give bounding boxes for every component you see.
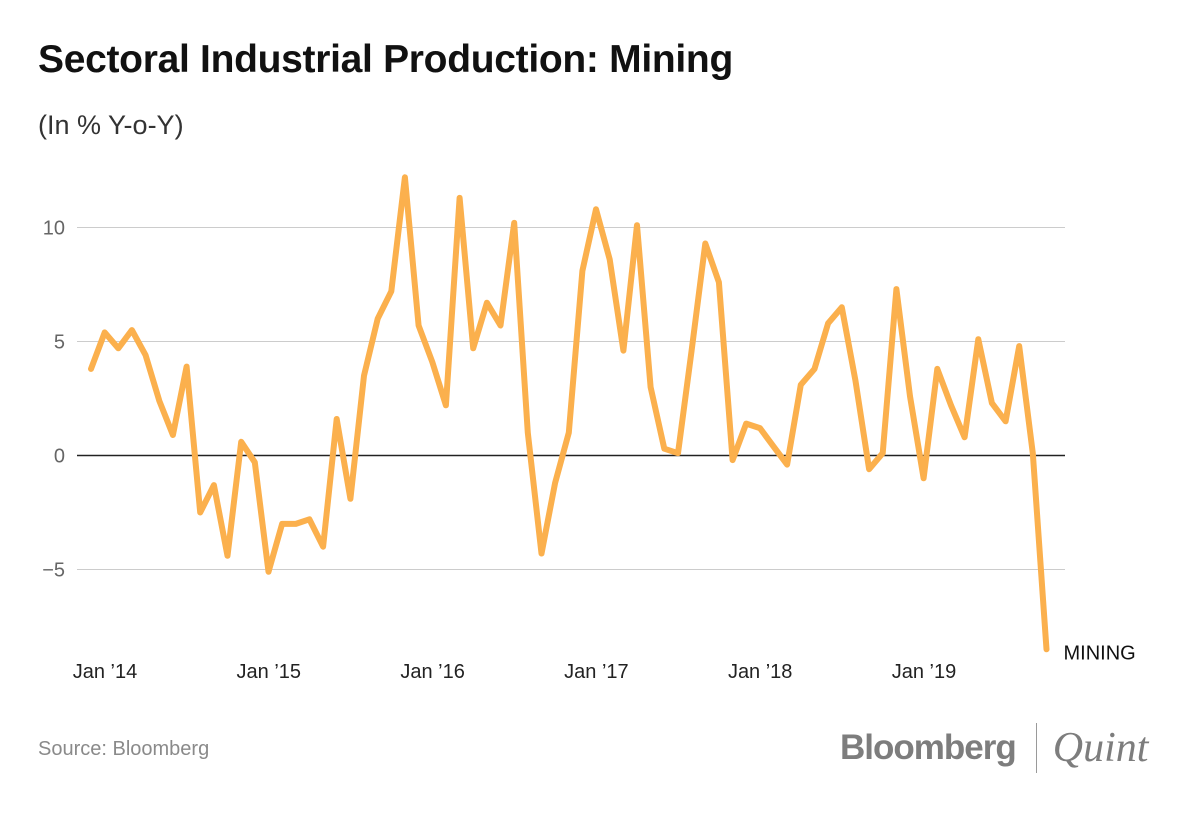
x-tick-label: Jan ’16 bbox=[400, 661, 465, 683]
x-tick-label: Jan ’19 bbox=[892, 661, 957, 683]
x-axis-ticks: Jan ’14 Jan ’15 Jan ’16 Jan ’17 Jan ’18 Jan ’… bbox=[73, 661, 957, 683]
x-tick-label: Jan ’18 bbox=[728, 661, 793, 683]
x-tick-label: Jan ’14 bbox=[73, 661, 138, 683]
chart-title: Sectoral Industrial Production: Mining bbox=[38, 38, 733, 81]
x-tick-label: Jan ’17 bbox=[564, 661, 629, 683]
source-note: Source: Bloomberg bbox=[38, 738, 210, 760]
series-layer: MINING bbox=[88, 174, 1136, 664]
y-tick-label: 5 bbox=[54, 332, 65, 354]
brand-bloomberg: Bloomberg bbox=[840, 728, 1017, 767]
y-axis-ticks: 10 5 0 −5 bbox=[42, 218, 65, 582]
x-tick-label: Jan ’15 bbox=[237, 661, 302, 683]
series-line-mining bbox=[88, 174, 1050, 653]
brand-divider bbox=[1035, 723, 1037, 773]
series-end-label: MINING bbox=[1064, 642, 1136, 664]
y-tick-label: 0 bbox=[54, 446, 65, 468]
brand-quint: Quint bbox=[1052, 725, 1149, 771]
chart-subtitle: (In % Y-o-Y) bbox=[38, 110, 184, 140]
y-tick-label: −5 bbox=[42, 560, 65, 582]
brand-logo: Bloomberg Quint bbox=[840, 722, 1148, 774]
y-tick-label: 10 bbox=[43, 218, 65, 240]
